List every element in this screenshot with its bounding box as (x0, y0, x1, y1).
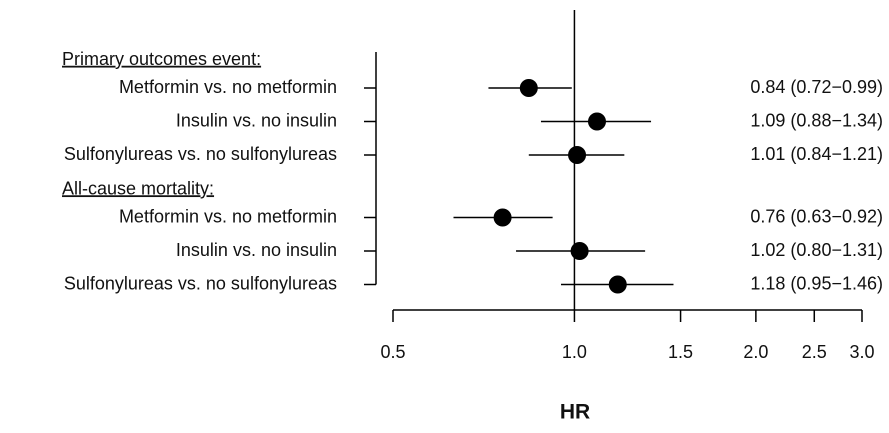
point-estimate (568, 146, 587, 164)
category-label: Sulfonylureas vs. no sulfonylureas (64, 144, 337, 164)
point-estimate (519, 79, 538, 97)
group-header: All-cause mortality: (62, 178, 214, 198)
point-estimate (587, 112, 606, 131)
value-label: 1.18 (0.95−1.46) (750, 273, 883, 293)
x-tick-label: 2.5 (802, 342, 827, 362)
value-label: 0.76 (0.63−0.92) (750, 206, 883, 226)
x-axis-label: HR (560, 401, 590, 424)
category-label: Metformin vs. no metformin (119, 206, 337, 226)
value-label: 0.84 (0.72−0.99) (750, 77, 883, 97)
category-label: Metformin vs. no metformin (119, 77, 337, 97)
value-label: 1.09 (0.88−1.34) (750, 110, 883, 130)
x-tick-label: 1.0 (562, 342, 587, 362)
category-label: Insulin vs. no insulin (176, 240, 337, 260)
category-label: Sulfonylureas vs. no sulfonylureas (64, 273, 337, 293)
x-tick-label: 0.5 (380, 342, 405, 362)
value-label: 1.01 (0.84−1.21) (750, 144, 883, 164)
point-estimate (608, 275, 627, 294)
category-label: Insulin vs. no insulin (176, 110, 337, 130)
value-label: 1.02 (0.80−1.31) (750, 240, 883, 260)
x-tick-label: 3.0 (849, 342, 874, 362)
x-tick-label: 2.0 (743, 342, 768, 362)
group-header: Primary outcomes event: (62, 49, 261, 69)
point-estimate (493, 208, 512, 227)
point-estimate (570, 242, 589, 260)
x-tick-label: 1.5 (668, 342, 693, 362)
